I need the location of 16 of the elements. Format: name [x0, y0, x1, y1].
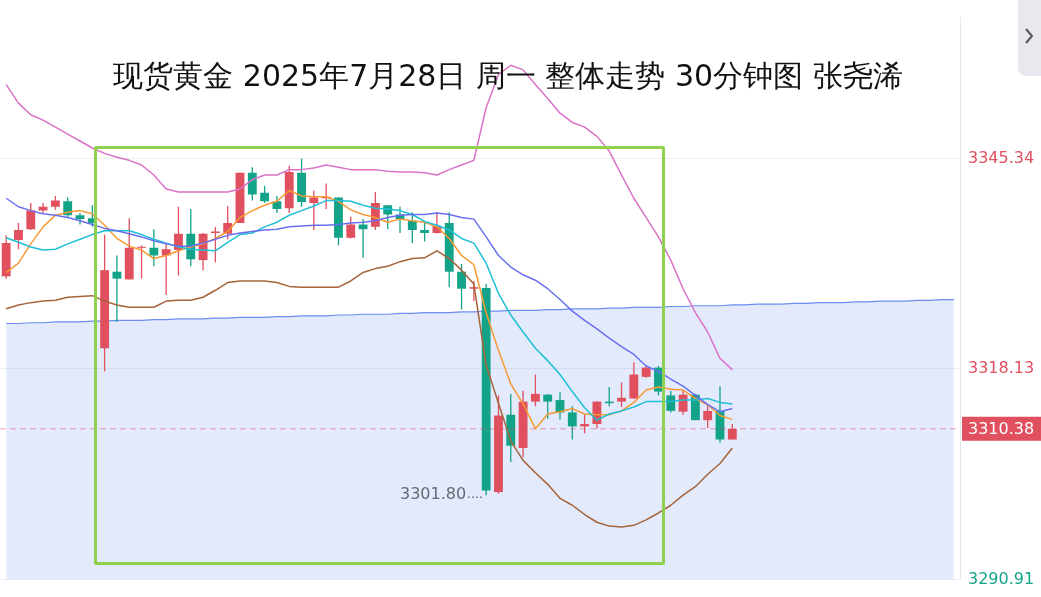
- candlestick: [629, 361, 639, 400]
- y-tick-label: 3290.91: [968, 568, 1035, 588]
- candlestick: [617, 381, 626, 408]
- ref-line-label: 3310.38: [968, 419, 1035, 438]
- candlestick: [567, 405, 577, 441]
- candlestick: [14, 222, 23, 250]
- candlestick: [309, 189, 319, 231]
- y-tick-label: 3345.34: [968, 147, 1035, 167]
- y-tick-label: 3318.13: [968, 358, 1035, 378]
- candlestick: [210, 226, 220, 264]
- candlestick: [469, 280, 479, 302]
- candlestick: [543, 393, 553, 420]
- candlestick: [530, 373, 540, 407]
- text: 现货黄金 2025年7月28日 周一 整体走势 30分钟图 张尧浠: [113, 57, 903, 93]
- candlestick: [346, 216, 356, 240]
- annotation: 3301.80: [399, 484, 467, 504]
